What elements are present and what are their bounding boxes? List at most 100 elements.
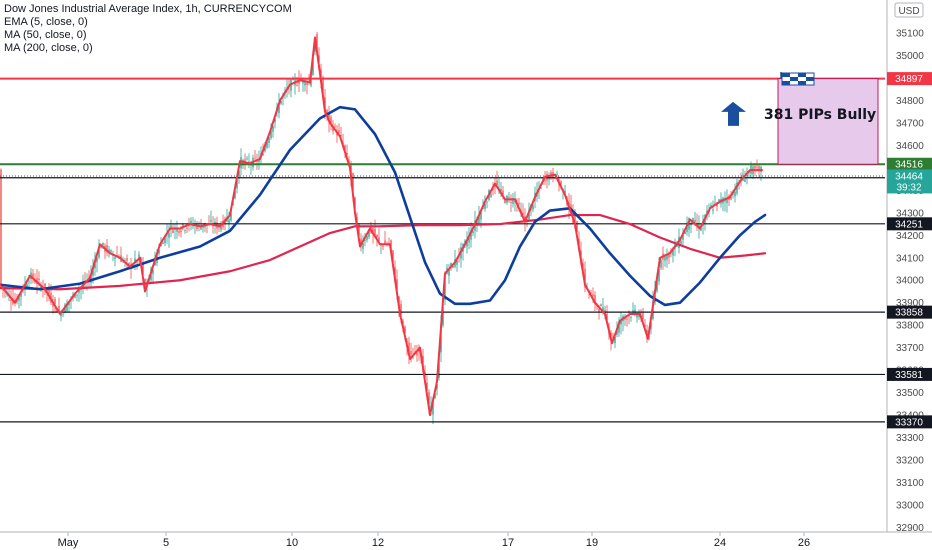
currency-label: USD (898, 6, 919, 17)
candle-body (754, 166, 756, 169)
candle-body (372, 228, 374, 234)
candle-body (486, 202, 488, 204)
candle-body (524, 216, 526, 223)
candle-body (432, 397, 434, 415)
candle-body (48, 289, 50, 297)
candle-body (364, 239, 366, 241)
candle-body (368, 229, 370, 238)
candle-body (176, 227, 178, 232)
candle-body (634, 309, 636, 313)
candle-body (592, 293, 594, 297)
candle-body (410, 350, 412, 355)
candle-body (134, 258, 136, 263)
candle-body (280, 101, 282, 104)
candle-body (436, 384, 438, 389)
candle-body (632, 310, 634, 313)
candle-body (584, 268, 586, 288)
candle-body (606, 313, 608, 321)
candle-body (306, 83, 308, 86)
candle-body (52, 302, 54, 307)
candle-body (540, 187, 542, 189)
candle-body (508, 196, 510, 198)
levels-layer (0, 77, 885, 423)
chart-title: Dow Jones Industrial Average Index, 1h, … (4, 3, 292, 15)
candle-body (212, 225, 214, 227)
candle-body (382, 245, 384, 247)
candle-body (396, 279, 398, 291)
candle-body (470, 230, 472, 240)
price-tag-label: 34897 (895, 74, 923, 85)
candle-body (374, 228, 376, 237)
y-tick-label: 34600 (896, 141, 924, 152)
candle-body (34, 280, 36, 283)
candle-body (234, 190, 236, 199)
y-tick-label: 33200 (896, 456, 924, 467)
candle-body (594, 295, 596, 304)
candle-body (340, 134, 342, 137)
candle-body (484, 203, 486, 209)
legend-ema[interactable]: EMA (5, close, 0) (4, 16, 88, 28)
candle-body (68, 302, 70, 306)
candle-body (152, 270, 154, 274)
candle-body (114, 257, 116, 259)
candle-body (666, 253, 668, 260)
candle-body (352, 172, 354, 193)
candle-body (518, 202, 520, 205)
y-tick-label: 33900 (896, 298, 924, 309)
candle-body (344, 145, 346, 151)
candle-body (124, 260, 126, 261)
candle-body (656, 279, 658, 292)
candle-body (28, 281, 30, 283)
candle-body (262, 153, 264, 155)
candle-body (60, 312, 62, 317)
candle-body (618, 320, 620, 333)
x-tick-label: 19 (586, 537, 598, 549)
candle-body (268, 137, 270, 143)
candle-body (712, 209, 714, 211)
candle-body (58, 306, 60, 312)
candle-body (128, 263, 130, 265)
candle-body (600, 304, 602, 307)
candle-body (242, 159, 244, 166)
candle-body (638, 313, 640, 318)
candle-body (626, 318, 628, 320)
candle-body (236, 179, 238, 189)
currency-box (894, 2, 924, 18)
legend-ma50[interactable]: MA (50, close, 0) (4, 29, 87, 41)
legend-ma200[interactable]: MA (200, close, 0) (4, 42, 93, 54)
candle-body (684, 231, 686, 234)
candle-body (442, 304, 444, 326)
candle-body (270, 130, 272, 139)
candle-body (756, 166, 758, 168)
candle-body (500, 188, 502, 192)
chart-legend: Dow Jones Industrial Average Index, 1h, … (4, 3, 292, 55)
candle-body (318, 55, 320, 62)
candle-body (570, 204, 572, 208)
candle-body (96, 258, 98, 263)
candle-body (168, 233, 170, 238)
candle-body (98, 246, 100, 258)
candle-body (172, 230, 174, 233)
current-price-label: 34464 (895, 171, 923, 182)
y-tick-label: 35000 (896, 51, 924, 62)
candle-body (744, 179, 746, 182)
x-tick-label: 5 (163, 537, 169, 549)
candle-body (106, 245, 108, 253)
candle-body (700, 227, 702, 231)
candle-body (734, 191, 736, 197)
candle-body (244, 159, 246, 163)
candle-body (196, 225, 198, 230)
candle-body (576, 220, 578, 232)
price-tag-label: 34516 (895, 160, 923, 171)
price-tag-label: 33858 (895, 308, 923, 319)
candle-body (522, 212, 524, 215)
candle-body (326, 109, 328, 114)
candle-body (178, 230, 180, 233)
candle-body (142, 262, 144, 276)
y-tick-label: 33800 (896, 321, 924, 332)
candle-body (590, 292, 592, 294)
candle-body (246, 158, 248, 160)
candle-body (0, 169, 2, 287)
